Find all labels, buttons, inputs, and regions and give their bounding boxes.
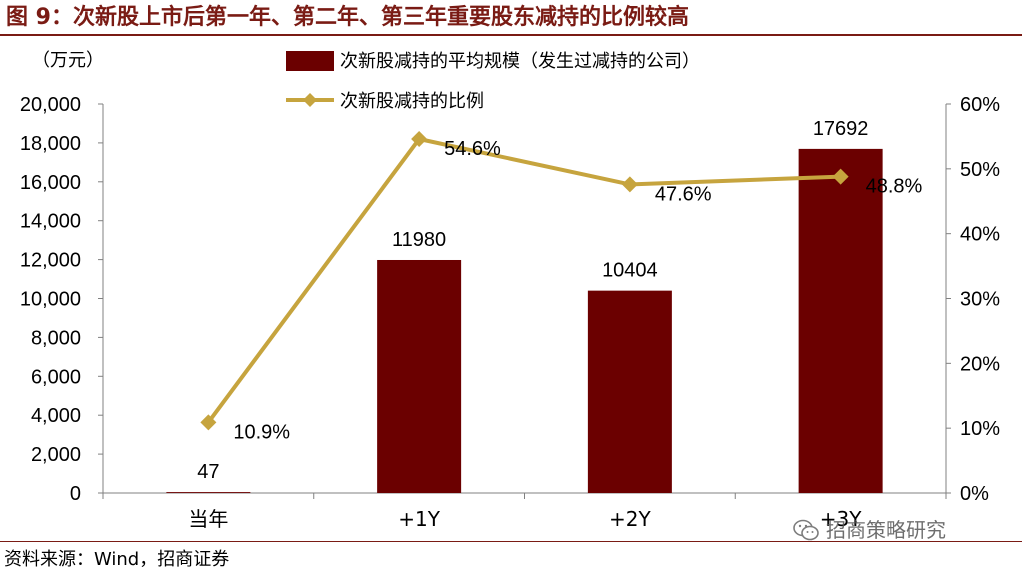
line-data-label: 54.6% <box>444 138 501 160</box>
y-left-tick-label: 10,000 <box>20 289 81 311</box>
y-right-tick-label: 40% <box>960 224 1000 246</box>
x-tick-label: +3Y <box>820 507 862 531</box>
y-left-tick-label: 14,000 <box>20 211 81 233</box>
bar <box>587 290 672 493</box>
legend-bar-swatch <box>286 51 334 71</box>
ratio-marker <box>621 176 638 193</box>
y-right-tick-label: 60% <box>960 94 1000 116</box>
y-left-tick-label: 12,000 <box>20 250 81 272</box>
ratio-marker <box>411 131 428 148</box>
chart: 0 2,000 4,000 6,000 8,000 10,000 12,000 14,000 1… <box>20 50 1000 531</box>
line-data-label: 10.9% <box>233 421 290 443</box>
ratio-line <box>206 137 841 424</box>
bar-data-label: 11980 <box>392 229 446 251</box>
title-rule <box>0 34 1022 36</box>
ratio-marker <box>832 168 849 185</box>
footer-rule <box>0 541 1022 542</box>
figure-title: 图 9：次新股上市后第一年、第二年、第三年重要股东减持的比例较高 <box>6 5 689 30</box>
bar-data-label: 10404 <box>602 260 658 282</box>
bar <box>377 259 462 493</box>
y-left-tick-label: 6,000 <box>31 366 81 388</box>
legend: 次新股减持的平均规模（发生过减持的公司） 次新股减持的比例 <box>286 51 700 112</box>
legend-line-label: 次新股减持的比例 <box>340 91 484 112</box>
y-left-tick-label: 8,000 <box>31 327 81 349</box>
source-note: 资料来源：Wind，招商证券 <box>4 549 230 570</box>
x-tick-label: 当年 <box>188 507 228 531</box>
y-left-tick-label: 18,000 <box>20 133 81 155</box>
bar <box>798 148 883 493</box>
bar <box>166 492 251 493</box>
line-data-label: 47.6% <box>655 183 712 205</box>
y-left-tick-label: 2,000 <box>31 444 81 466</box>
y-left-tick-label: 0 <box>70 483 81 505</box>
ratio-marker <box>200 414 217 431</box>
y-left-tick-label: 16,000 <box>20 172 81 194</box>
data-labels: 47 11980 10404 17692 10.9% 54.6% 47.6% 48.8% <box>197 118 922 483</box>
watermark-text: 招商策略研究 <box>826 518 946 542</box>
y-left-tick-label: 4,000 <box>31 405 81 427</box>
wechat-icon <box>793 519 819 541</box>
legend-bar-label: 次新股减持的平均规模（发生过减持的公司） <box>340 51 700 72</box>
chart-axes: 0 2,000 4,000 6,000 8,000 10,000 12,000 14,000 1… <box>20 50 1000 531</box>
y-right-tick-label: 20% <box>960 353 1000 375</box>
bar-series <box>166 148 883 493</box>
left-axis-unit: （万元） <box>32 50 104 71</box>
y-right-tick-label: 10% <box>960 418 1000 440</box>
y-right-tick-label: 30% <box>960 289 1000 311</box>
y-left-tick-label: 20,000 <box>20 94 81 116</box>
x-tick-label: +1Y <box>398 507 440 531</box>
line-series <box>200 131 849 431</box>
watermark: 招商策略研究 <box>792 515 946 545</box>
x-tick-label: +2Y <box>609 507 651 531</box>
y-right-tick-label: 0% <box>960 483 989 505</box>
bar-data-label: 17692 <box>813 118 869 140</box>
legend-line-marker <box>303 93 317 107</box>
y-right-tick-label: 50% <box>960 159 1000 181</box>
line-data-label: 48.8% <box>866 176 923 198</box>
bar-data-label: 47 <box>197 461 219 483</box>
